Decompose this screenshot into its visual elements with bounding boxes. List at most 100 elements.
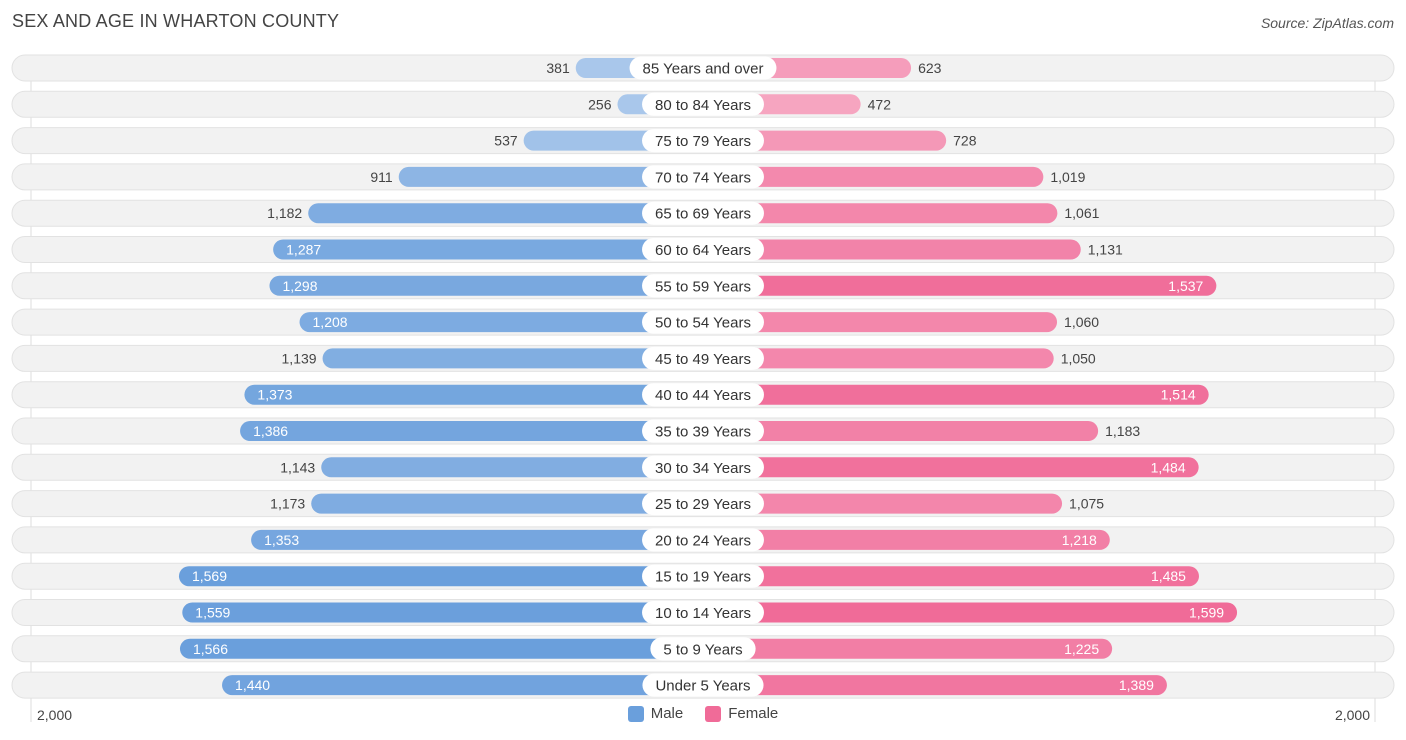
female-bar — [703, 457, 1199, 478]
male-bar — [308, 203, 703, 224]
category-pill — [642, 455, 764, 479]
category-pill — [642, 346, 764, 370]
male-value-label: 381 — [546, 60, 570, 76]
category-label: 5 to 9 Years — [663, 641, 742, 658]
female-bar — [703, 421, 1099, 441]
female-swatch — [705, 705, 722, 722]
female-value-label: 1,183 — [1105, 423, 1140, 439]
male-value-label: 537 — [494, 133, 518, 149]
male-bar — [244, 384, 703, 405]
category-label: 10 to 14 Years — [655, 605, 751, 622]
female-bar — [703, 348, 1054, 369]
male-value-label: 256 — [588, 96, 612, 112]
category-pill — [642, 165, 764, 189]
female-value-label: 1,599 — [1189, 605, 1224, 621]
female-bar — [703, 602, 1238, 623]
male-value-label: 911 — [370, 169, 393, 185]
male-value-label: 1,182 — [267, 205, 302, 221]
female-value-label: 1,218 — [1062, 532, 1097, 548]
category-label: 60 to 64 Years — [655, 242, 751, 259]
male-value-label: 1,440 — [235, 677, 270, 693]
male-value-label: 1,373 — [257, 387, 292, 403]
female-value-label: 1,537 — [1168, 278, 1203, 294]
category-pill — [642, 238, 764, 261]
category-pill — [642, 419, 764, 443]
male-value-label: 1,143 — [280, 459, 315, 475]
female-bar — [703, 384, 1209, 405]
category-label: 75 to 79 Years — [655, 133, 751, 150]
category-label: 40 to 44 Years — [655, 387, 751, 404]
female-bar — [703, 566, 1199, 587]
category-label: 30 to 34 Years — [655, 460, 751, 477]
female-value-label: 1,514 — [1161, 387, 1196, 403]
male-value-label: 1,208 — [313, 314, 348, 330]
legend-item-male[interactable]: Male — [627, 705, 684, 722]
category-label: 45 to 49 Years — [655, 351, 751, 368]
legend-male-label: Male — [650, 705, 684, 722]
category-label: 15 to 19 Years — [655, 569, 751, 586]
male-value-label: 1,173 — [270, 496, 305, 512]
category-label: 25 to 29 Years — [655, 496, 751, 513]
female-value-label: 1,485 — [1151, 568, 1186, 584]
category-pill — [642, 492, 764, 516]
category-pill — [642, 528, 764, 552]
axis-left-label: 2,000 — [37, 707, 73, 723]
male-value-label: 1,559 — [195, 605, 230, 621]
female-bar — [703, 203, 1058, 224]
male-bar — [182, 602, 703, 623]
female-value-label: 472 — [868, 96, 892, 112]
female-value-label: 1,019 — [1050, 169, 1085, 185]
female-bar — [703, 529, 1110, 550]
female-bar — [703, 239, 1081, 260]
male-bar — [269, 275, 703, 296]
female-value-label: 623 — [918, 60, 942, 76]
female-bar — [703, 130, 947, 151]
male-value-label: 1,386 — [253, 423, 288, 439]
female-bar — [703, 275, 1217, 296]
male-bar — [311, 493, 703, 514]
female-value-label: 1,225 — [1064, 641, 1099, 657]
category-label: 70 to 74 Years — [655, 169, 751, 186]
category-label: 85 Years and over — [643, 61, 764, 78]
female-value-label: 1,389 — [1119, 677, 1154, 693]
female-value-label: 1,484 — [1151, 459, 1186, 475]
male-bar — [222, 675, 704, 696]
male-value-label: 1,287 — [286, 242, 321, 258]
category-pill — [642, 673, 764, 697]
male-bar — [321, 457, 703, 478]
male-bar — [178, 566, 704, 587]
source-credit: Source: ZipAtlas.com — [1260, 15, 1394, 31]
category-label: Under 5 Years — [655, 678, 750, 695]
category-pill — [642, 92, 764, 116]
male-value-label: 1,566 — [193, 641, 228, 657]
male-bar — [398, 166, 703, 187]
category-pill — [629, 56, 777, 80]
female-bar — [703, 493, 1063, 514]
female-bar — [703, 675, 1167, 696]
category-label: 35 to 39 Years — [655, 424, 751, 441]
axis-right-label: 2,000 — [1334, 707, 1370, 723]
category-pill — [642, 274, 764, 298]
male-value-label: 1,569 — [192, 568, 227, 584]
male-bar — [240, 421, 704, 441]
male-bar — [251, 529, 703, 550]
male-value-label: 1,298 — [282, 278, 317, 294]
category-pill — [642, 310, 764, 334]
female-value-label: 1,131 — [1088, 242, 1123, 258]
category-pill — [642, 129, 764, 153]
category-pill — [642, 564, 764, 588]
male-swatch — [627, 705, 644, 722]
male-bar — [322, 348, 703, 369]
category-pill — [650, 637, 756, 661]
female-bar — [703, 638, 1113, 659]
female-bar — [703, 166, 1044, 187]
female-value-label: 1,075 — [1069, 496, 1104, 512]
female-value-label: 1,061 — [1064, 205, 1099, 221]
category-label: 80 to 84 Years — [655, 97, 751, 114]
male-bar — [179, 638, 703, 659]
legend: Male Female — [0, 705, 1406, 722]
legend-item-female[interactable]: Female — [705, 705, 778, 722]
male-bar — [299, 312, 703, 333]
chart-title: SEX AND AGE IN WHARTON COUNTY — [12, 11, 340, 31]
